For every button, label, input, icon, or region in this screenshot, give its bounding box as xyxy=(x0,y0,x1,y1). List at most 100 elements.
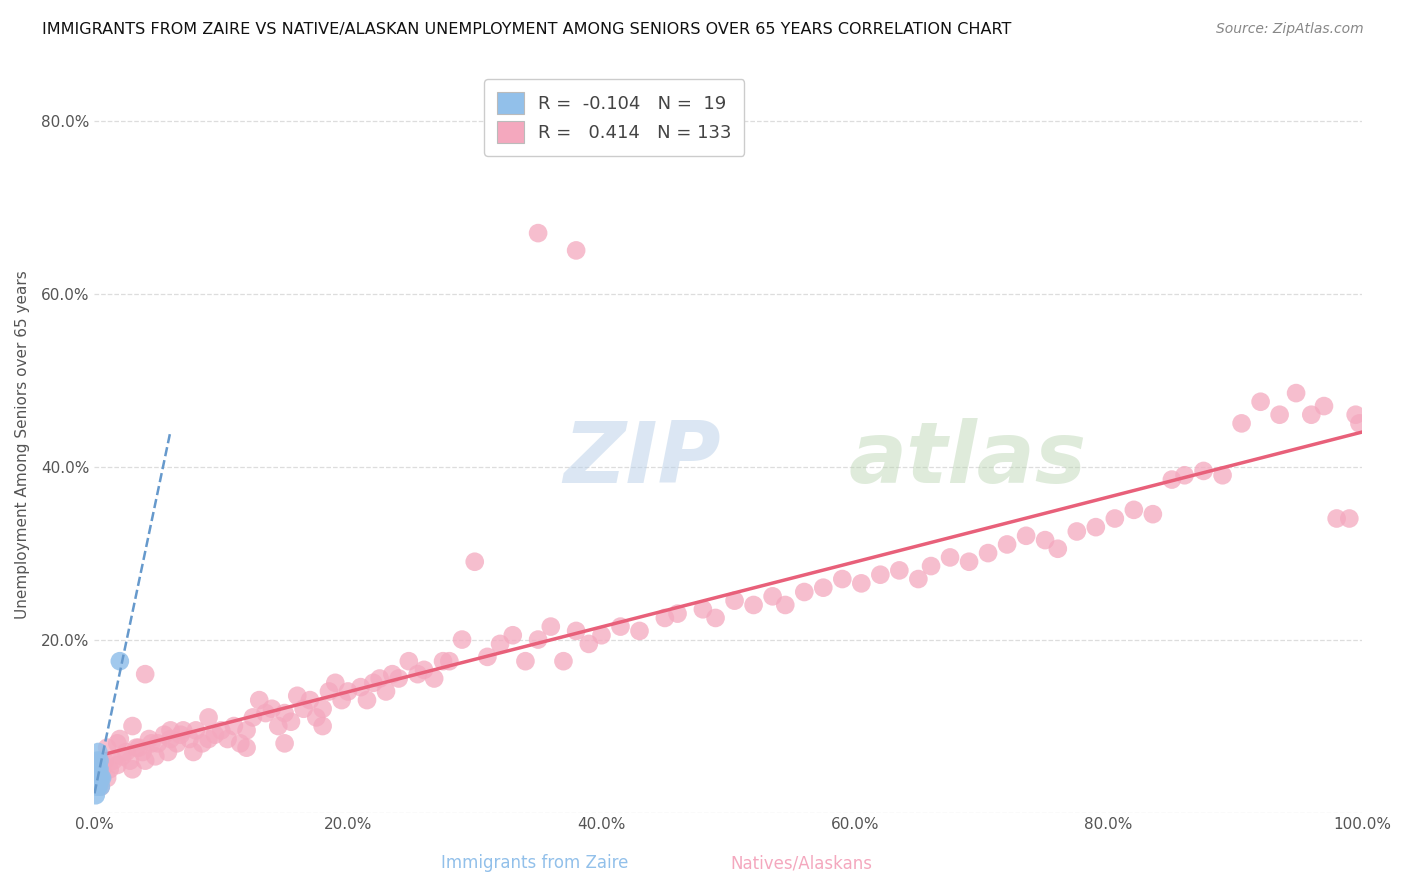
Point xyxy=(105,758,128,772)
Point xyxy=(368,672,391,686)
Point xyxy=(217,732,239,747)
Point xyxy=(889,563,911,577)
Point xyxy=(91,771,114,785)
Point xyxy=(267,719,290,733)
Point xyxy=(191,736,214,750)
Point xyxy=(222,719,245,733)
Point xyxy=(318,684,340,698)
Point xyxy=(108,654,131,668)
Point xyxy=(565,244,588,258)
Point xyxy=(159,723,181,738)
Point xyxy=(723,593,745,607)
Point xyxy=(413,663,436,677)
Text: Immigrants from Zaire: Immigrants from Zaire xyxy=(440,855,628,872)
Point xyxy=(515,654,537,668)
Point xyxy=(93,754,115,768)
Point xyxy=(285,689,308,703)
Point xyxy=(540,619,562,633)
Point xyxy=(138,732,160,747)
Point xyxy=(578,637,600,651)
Point xyxy=(134,754,156,768)
Point xyxy=(121,762,143,776)
Point xyxy=(90,771,112,785)
Point xyxy=(235,723,257,738)
Point xyxy=(143,749,166,764)
Point xyxy=(432,654,454,668)
Point xyxy=(292,702,315,716)
Point xyxy=(1344,408,1367,422)
Point xyxy=(1212,468,1234,483)
Point xyxy=(831,572,853,586)
Point xyxy=(169,728,191,742)
Point xyxy=(1084,520,1107,534)
Point xyxy=(121,719,143,733)
Point xyxy=(311,702,333,716)
Point xyxy=(356,693,378,707)
Point xyxy=(247,693,270,707)
Point xyxy=(762,590,785,604)
Point xyxy=(89,762,111,776)
Point xyxy=(406,667,429,681)
Point xyxy=(1230,417,1253,431)
Point xyxy=(1173,468,1195,483)
Point xyxy=(692,602,714,616)
Point xyxy=(235,740,257,755)
Point xyxy=(90,780,112,794)
Point xyxy=(86,754,108,768)
Point xyxy=(305,710,328,724)
Point xyxy=(793,585,815,599)
Point xyxy=(1122,503,1144,517)
Point xyxy=(336,684,359,698)
Point xyxy=(197,732,219,747)
Point xyxy=(1313,399,1336,413)
Point xyxy=(1142,507,1164,521)
Point xyxy=(995,537,1018,551)
Point xyxy=(172,723,194,738)
Point xyxy=(280,714,302,729)
Point xyxy=(851,576,873,591)
Point xyxy=(439,654,461,668)
Point xyxy=(666,607,689,621)
Point xyxy=(179,732,201,747)
Point xyxy=(89,762,111,776)
Point xyxy=(350,680,373,694)
Point xyxy=(111,749,134,764)
Point xyxy=(939,550,962,565)
Point xyxy=(89,771,111,785)
Point xyxy=(153,728,176,742)
Point xyxy=(209,723,232,738)
Point xyxy=(105,736,128,750)
Point xyxy=(87,780,110,794)
Point xyxy=(84,762,107,776)
Point xyxy=(87,780,110,794)
Point xyxy=(90,771,112,785)
Point xyxy=(298,693,321,707)
Point xyxy=(704,611,727,625)
Point xyxy=(1104,511,1126,525)
Point xyxy=(131,745,153,759)
Point xyxy=(103,754,125,768)
Point xyxy=(141,736,163,750)
Point xyxy=(977,546,1000,560)
Point xyxy=(96,740,118,755)
Point xyxy=(1301,408,1323,422)
Point xyxy=(91,762,114,776)
Point xyxy=(86,771,108,785)
Point xyxy=(388,672,411,686)
Point xyxy=(87,762,110,776)
Point xyxy=(375,684,398,698)
Point xyxy=(260,702,283,716)
Point xyxy=(273,706,295,720)
Point xyxy=(527,632,550,647)
Point xyxy=(87,745,110,759)
Point xyxy=(363,675,385,690)
Point xyxy=(204,728,226,742)
Point xyxy=(273,736,295,750)
Point xyxy=(323,675,346,690)
Point xyxy=(134,667,156,681)
Point xyxy=(184,723,207,738)
Point xyxy=(166,736,188,750)
Text: atlas: atlas xyxy=(849,418,1087,501)
Point xyxy=(609,619,631,633)
Point xyxy=(920,559,942,574)
